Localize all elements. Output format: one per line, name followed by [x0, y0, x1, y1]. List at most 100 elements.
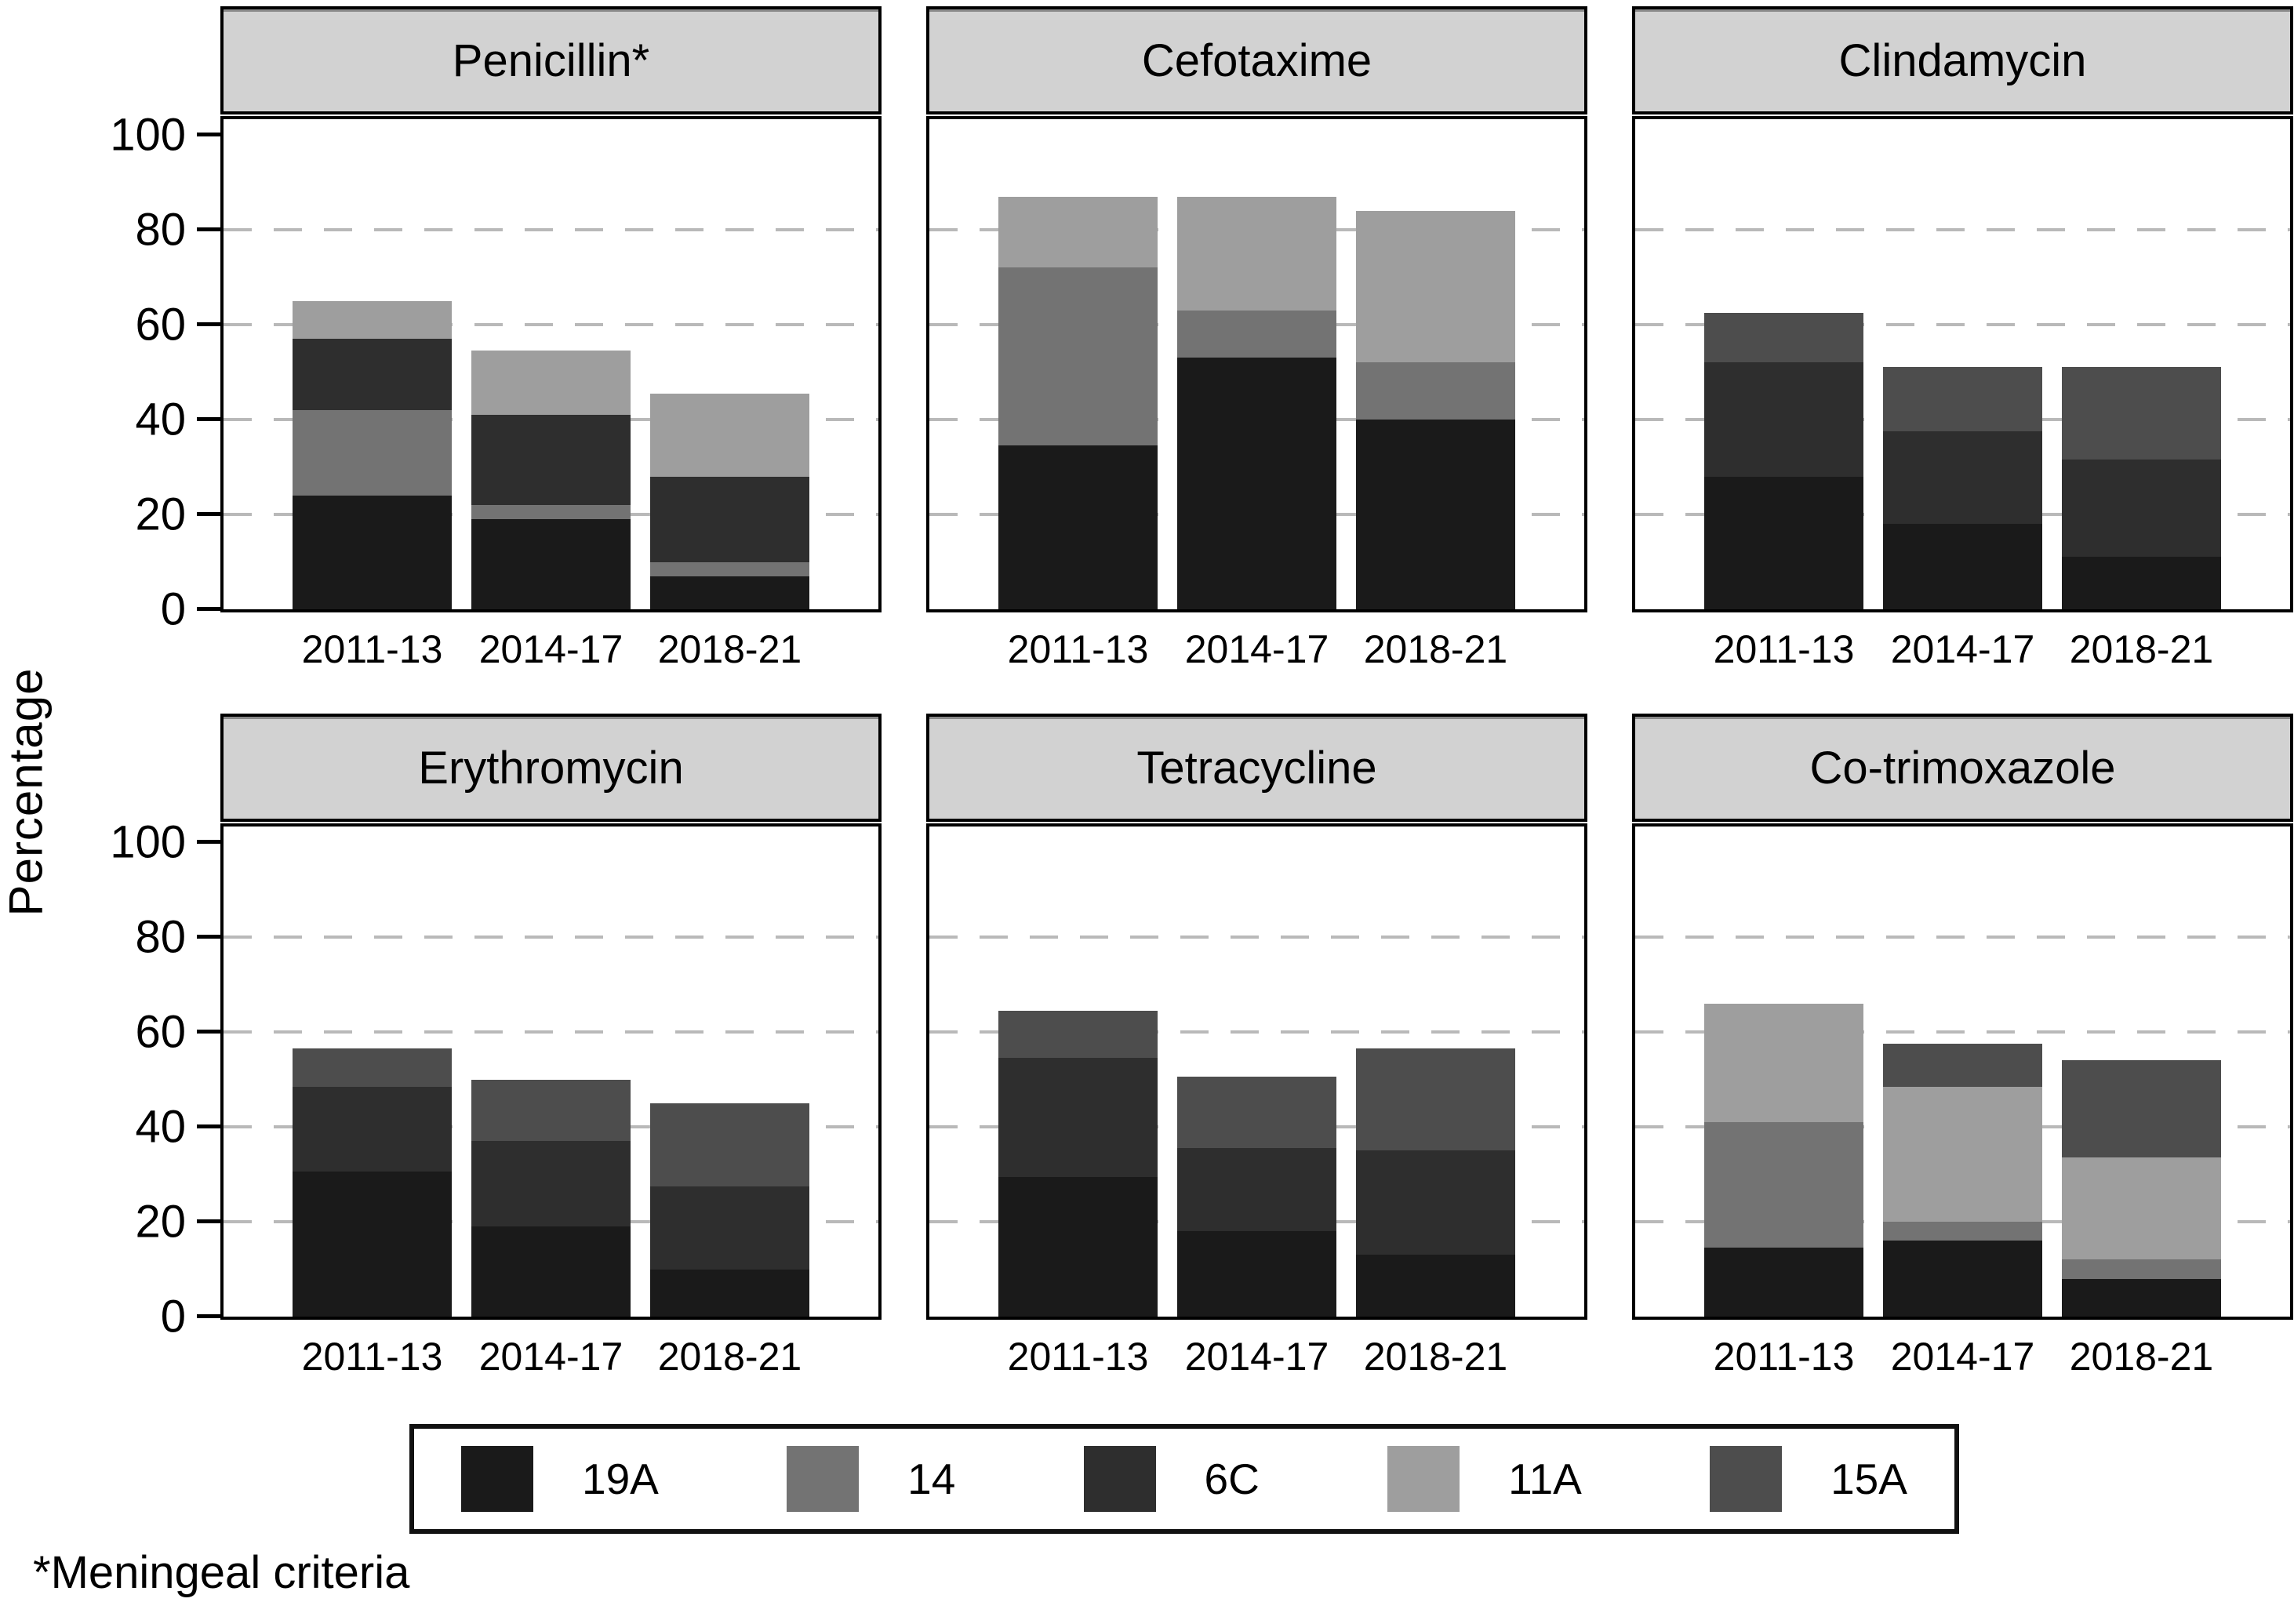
bar-segment-11A — [1177, 196, 1336, 311]
plot-area: 2011-13 2014-17 2018-21 — [1632, 116, 2293, 671]
x-tick-label: 2014-17 — [1890, 627, 2035, 671]
bar-segment-11A — [650, 393, 809, 477]
bar-segment-19A — [1704, 1248, 1863, 1317]
y-tick — [197, 840, 220, 844]
x-tick-label: 2014-17 — [1184, 1335, 1329, 1379]
panel-title: Tetracycline — [926, 714, 1587, 822]
bar-segment-11A — [998, 196, 1158, 268]
bar-segment-19A — [471, 519, 631, 609]
bar-segment-19A — [471, 1226, 631, 1317]
y-tick — [197, 1124, 220, 1128]
bar-segment-11A — [1356, 210, 1515, 363]
legend-swatch-14 — [787, 1446, 860, 1512]
legend-item-14: 14 — [787, 1446, 955, 1512]
bar-segment-19A — [1356, 420, 1515, 609]
x-tick-label: 2011-13 — [1007, 1335, 1149, 1379]
x-tick-label: 2018-21 — [1363, 627, 1508, 671]
chart-panel: Erythromycin 0 20 40 60 80 100 2011-13 2014-17 2… — [110, 714, 882, 1379]
x-tick-label: 2011-13 — [301, 1335, 443, 1379]
bar-segment-15A — [998, 1010, 1158, 1059]
legend-item-19A: 19A — [461, 1446, 659, 1512]
legend-item-11A: 11A — [1387, 1446, 1582, 1512]
panel-title: Penicillin* — [220, 6, 882, 114]
bar-segment-15A — [2062, 367, 2221, 460]
bar-segment-19A — [293, 1172, 452, 1317]
bar-segment-14 — [1704, 1121, 1863, 1248]
bar-segment-19A — [998, 445, 1158, 609]
bar-segment-14 — [1883, 1222, 2042, 1241]
y-tick-label: 20 — [135, 489, 186, 540]
x-tick-label: 2014-17 — [478, 1335, 623, 1379]
legend-label: 15A — [1830, 1455, 1907, 1503]
y-tick-label: 80 — [135, 911, 186, 963]
bar-segment-6C — [650, 1186, 809, 1270]
bar-segment-11A — [1883, 1086, 2042, 1222]
legend-item-15A: 15A — [1710, 1446, 1907, 1512]
gridline-80 — [224, 228, 878, 231]
y-tick-label: 60 — [135, 1006, 186, 1058]
footnote: *Meningeal criteria — [33, 1547, 410, 1598]
y-tick-label: 100 — [110, 109, 186, 161]
y-tick — [197, 133, 220, 136]
bar-segment-14 — [998, 267, 1158, 446]
bar-segment-15A — [293, 1048, 452, 1087]
bar-segment-14 — [471, 504, 631, 520]
gridline-20 — [1635, 1220, 2290, 1223]
legend-swatch-19A — [461, 1446, 533, 1512]
bar-segment-11A — [2062, 1157, 2221, 1260]
bar-segment-19A — [2062, 557, 2221, 609]
legend-swatch-11A — [1387, 1446, 1460, 1512]
gridline-60 — [224, 1030, 878, 1034]
bar-segment-6C — [293, 339, 452, 410]
bar-segment-15A — [471, 1079, 631, 1142]
chart-panel: Co-trimoxazole 2011-13 2014-17 2018-21 — [1632, 714, 2293, 1379]
bar-segment-11A — [293, 300, 452, 340]
gridline-80 — [929, 936, 1584, 939]
legend-item-6C: 6C — [1083, 1446, 1260, 1512]
plot-area: 0 20 40 60 80 100 2011-13 2014-17 2018-21 — [110, 110, 882, 671]
y-tick — [197, 607, 220, 611]
chart-panel: Tetracycline 2011-13 2014-17 2018-21 — [926, 714, 1587, 1379]
y-tick — [197, 935, 220, 939]
bar-segment-6C — [1883, 431, 2042, 525]
x-tick-label: 2011-13 — [1713, 627, 1855, 671]
bar-segment-15A — [650, 1103, 809, 1186]
y-tick — [197, 227, 220, 231]
bar-segment-11A — [471, 351, 631, 415]
x-tick-label: 2014-17 — [1184, 627, 1329, 671]
y-tick-label: 40 — [135, 394, 186, 445]
plot-area: 2011-13 2014-17 2018-21 — [926, 116, 1587, 671]
chart-panel: Cefotaxime 2011-13 2014-17 2018-21 — [926, 6, 1587, 671]
x-tick-label: 2018-21 — [657, 1335, 802, 1379]
bar-segment-6C — [1356, 1150, 1515, 1255]
bar-segment-19A — [1177, 358, 1336, 609]
gridline-60 — [224, 323, 878, 326]
gridline-80 — [1635, 936, 2290, 939]
bar-segment-14 — [1356, 362, 1515, 420]
y-tick — [197, 1314, 220, 1318]
gridline-80 — [224, 936, 878, 939]
panel-title: Co-trimoxazole — [1632, 714, 2293, 822]
bar-segment-19A — [650, 1269, 809, 1317]
bar-segment-19A — [1177, 1231, 1336, 1317]
bar-segment-6C — [998, 1058, 1158, 1177]
x-tick-label: 2018-21 — [1363, 1335, 1508, 1379]
bar-segment-14 — [293, 409, 452, 496]
y-tick — [197, 417, 220, 421]
x-tick-label: 2018-21 — [657, 627, 802, 671]
gridline-60 — [1635, 1030, 2290, 1034]
bar-segment-6C — [1704, 362, 1863, 477]
bar-segment-6C — [293, 1086, 452, 1172]
gridline-60 — [1635, 323, 2290, 326]
x-tick-label: 2014-17 — [478, 627, 623, 671]
gridline-80 — [1635, 228, 2290, 231]
bar-segment-14 — [1177, 310, 1336, 358]
legend-label: 19A — [582, 1455, 659, 1503]
bar-segment-6C — [2062, 460, 2221, 558]
y-tick-label: 40 — [135, 1101, 186, 1153]
legend-swatch-15A — [1710, 1446, 1783, 1512]
gridline-60 — [929, 1030, 1584, 1034]
y-tick — [197, 1219, 220, 1223]
y-tick — [197, 322, 220, 326]
chart-panel: Penicillin* 0 20 40 60 80 100 2011-13 2014-17 20… — [110, 6, 882, 671]
